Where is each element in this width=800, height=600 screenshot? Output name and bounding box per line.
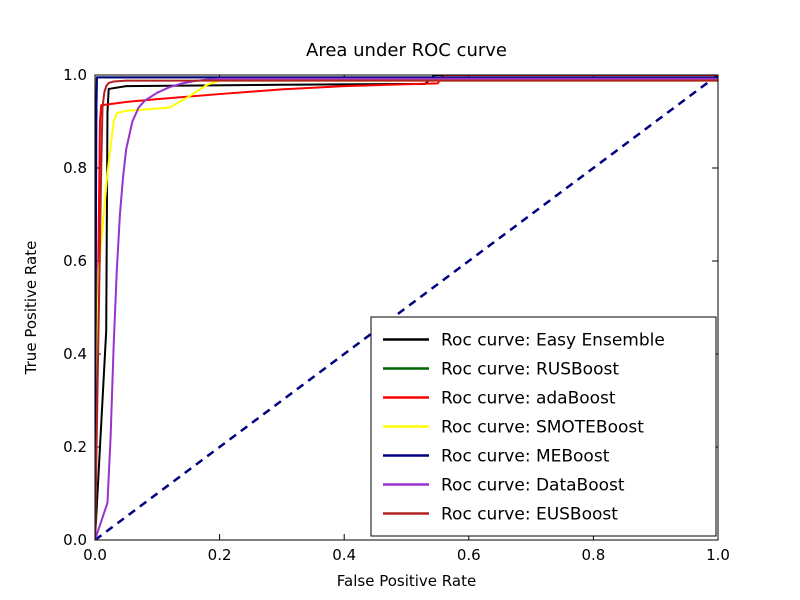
- legend-item: Roc curve: SMOTEBoost: [383, 418, 644, 438]
- x-axis-label: False Positive Rate: [337, 572, 476, 590]
- y-tick-label: 0.0: [63, 531, 87, 549]
- x-tick-label: 0.0: [83, 546, 107, 564]
- legend-label: Roc curve: DataBoost: [441, 476, 625, 496]
- diagonal-reference-line: [95, 75, 718, 540]
- legend-label: Roc curve: MEBoost: [441, 447, 610, 467]
- legend-item: Roc curve: MEBoost: [383, 447, 610, 467]
- legend-label: Roc curve: adaBoost: [441, 389, 616, 409]
- y-tick-label: 1.0: [63, 66, 87, 84]
- roc-curve-2: [95, 75, 718, 540]
- axis-ticks: 0.0 0.2 0.4 0.6 0.8 1.0 0.0 0.2 0.4 0.6 0.8 1.0: [63, 66, 730, 564]
- x-tick-label: 0.6: [457, 546, 481, 564]
- roc-curve-6: [95, 79, 718, 540]
- legend-item: Roc curve: Easy Ensemble: [383, 331, 665, 351]
- legend-item: Roc curve: adaBoost: [383, 389, 616, 409]
- axes-border: [94, 74, 719, 541]
- legend-item: Roc curve: EUSBoost: [383, 505, 618, 525]
- legend-item: Roc curve: RUSBoost: [383, 360, 619, 380]
- x-tick-label: 0.8: [581, 546, 605, 564]
- y-tick-label: 0.4: [63, 345, 87, 363]
- y-axis-label: True Positive Rate: [22, 241, 40, 376]
- curves-layer: [95, 75, 718, 540]
- y-tick-label: 0.2: [63, 438, 87, 456]
- legend-label: Roc curve: Easy Ensemble: [441, 331, 665, 351]
- legend-label: Roc curve: RUSBoost: [441, 360, 619, 380]
- chart-title: Area under ROC curve: [306, 40, 507, 61]
- x-tick-label: 0.2: [208, 546, 232, 564]
- y-tick-label: 0.8: [63, 159, 87, 177]
- x-tick-label: 0.4: [332, 546, 356, 564]
- legend-item: Roc curve: DataBoost: [383, 476, 625, 496]
- legend-label: Roc curve: EUSBoost: [441, 505, 618, 525]
- legend-label: Roc curve: SMOTEBoost: [441, 418, 644, 438]
- y-tick-label: 0.6: [63, 252, 87, 270]
- roc-curve-4: [95, 76, 718, 540]
- x-tick-label: 1.0: [706, 546, 730, 564]
- legend: Roc curve: Easy Ensemble Roc curve: RUSBo…: [370, 316, 717, 537]
